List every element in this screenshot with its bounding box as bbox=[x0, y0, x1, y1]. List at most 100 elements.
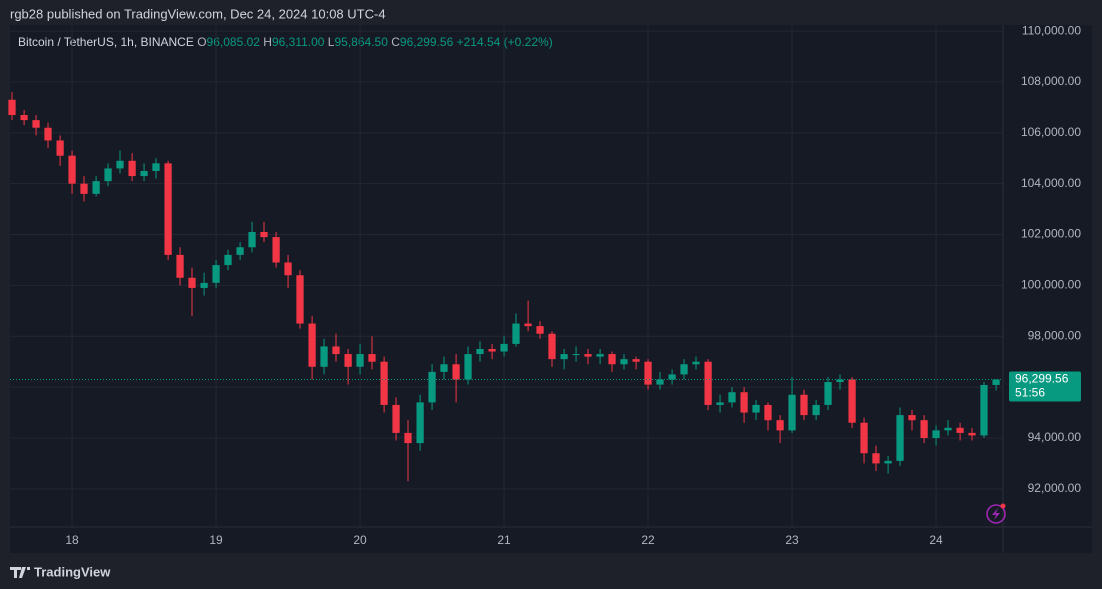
candle-body bbox=[560, 354, 568, 360]
candle-body bbox=[860, 422, 868, 454]
candle-body bbox=[848, 379, 856, 423]
candle-body bbox=[164, 163, 172, 255]
y-tick-label: 94,000.00 bbox=[1028, 430, 1082, 444]
candle-body bbox=[536, 326, 544, 334]
candle-body bbox=[248, 232, 256, 248]
candle-body bbox=[392, 404, 400, 433]
candle-body bbox=[56, 140, 64, 156]
candle-body bbox=[368, 354, 376, 362]
x-tick-label: 20 bbox=[353, 533, 367, 547]
legend-value: 95,864.50 bbox=[334, 35, 388, 49]
candle-body bbox=[92, 181, 100, 194]
x-tick-label: 24 bbox=[929, 533, 943, 547]
candle-body bbox=[920, 420, 928, 438]
candle-body bbox=[104, 168, 112, 182]
candle-body bbox=[944, 427, 952, 431]
candle-body bbox=[908, 415, 916, 421]
candle-body bbox=[956, 427, 964, 433]
candle-body bbox=[668, 374, 676, 380]
candle-body bbox=[260, 232, 268, 238]
candle-body bbox=[680, 364, 688, 375]
candle-body bbox=[20, 115, 28, 121]
candle-body bbox=[512, 323, 520, 344]
candle-body bbox=[152, 163, 160, 171]
candle-body bbox=[548, 333, 556, 360]
candle-body bbox=[716, 402, 724, 405]
candle-body bbox=[224, 254, 232, 266]
x-tick-label: 23 bbox=[785, 533, 799, 547]
candle-body bbox=[812, 404, 820, 416]
candle-body bbox=[284, 262, 292, 276]
candle-body bbox=[584, 354, 592, 357]
candle-body bbox=[464, 354, 472, 380]
symbol: Bitcoin / TetherUS, 1h, BINANCE bbox=[18, 35, 194, 49]
legend-change: +214.54 (+0.22%) bbox=[457, 35, 553, 49]
candle-body bbox=[452, 364, 460, 380]
candle-body bbox=[428, 371, 436, 403]
candle-body bbox=[296, 275, 304, 324]
legend-text: Bitcoin / TetherUS, 1h, BINANCE O96,085.… bbox=[18, 35, 553, 49]
candle-body bbox=[896, 415, 904, 461]
candle-body bbox=[128, 160, 136, 177]
candle-body bbox=[728, 392, 736, 403]
candle-body bbox=[344, 354, 352, 367]
chart-panel bbox=[10, 25, 1092, 553]
candle-body bbox=[488, 348, 496, 352]
candle-body bbox=[608, 354, 616, 365]
candle-body bbox=[656, 379, 664, 385]
candle-body bbox=[32, 120, 40, 128]
candle-body bbox=[776, 420, 784, 431]
y-tick-label: 102,000.00 bbox=[1021, 227, 1081, 241]
legend-key: L bbox=[328, 35, 335, 49]
alert-bolt bbox=[992, 508, 1000, 520]
x-tick-label: 22 bbox=[641, 533, 655, 547]
candle-body bbox=[872, 453, 880, 464]
publisher: rgb28 published on TradingView.com, Dec … bbox=[10, 6, 386, 21]
candle-body bbox=[752, 404, 760, 413]
candle-body bbox=[884, 460, 892, 464]
candle-body bbox=[236, 247, 244, 255]
candle-body bbox=[440, 364, 448, 372]
candle-body bbox=[980, 384, 988, 436]
candle-body bbox=[764, 404, 772, 421]
alert-icon[interactable] bbox=[986, 504, 1006, 524]
candle-body bbox=[44, 127, 52, 141]
candle-body bbox=[320, 346, 328, 367]
candle-body bbox=[932, 430, 940, 438]
candle-body bbox=[404, 432, 412, 444]
y-tick-label: 106,000.00 bbox=[1021, 125, 1081, 139]
legend-key: O bbox=[197, 35, 206, 49]
candle-body bbox=[8, 99, 16, 116]
countdown: 51:56 bbox=[1015, 386, 1045, 400]
candle-body bbox=[272, 237, 280, 263]
candle-body bbox=[596, 354, 604, 357]
y-tick-label: 100,000.00 bbox=[1021, 278, 1081, 292]
candle-body bbox=[188, 277, 196, 288]
candle-body bbox=[704, 361, 712, 405]
candle-body bbox=[632, 359, 640, 362]
candle-body bbox=[788, 394, 796, 431]
x-tick-label: 21 bbox=[497, 533, 511, 547]
candle-body bbox=[524, 323, 532, 327]
candle-body bbox=[644, 361, 652, 385]
candle-body bbox=[824, 382, 832, 405]
candle-body bbox=[140, 170, 148, 177]
last-price-label: 96,299.56 bbox=[1015, 372, 1069, 386]
candle-body bbox=[800, 394, 808, 416]
candle-body bbox=[992, 379, 1000, 385]
brand: TradingView bbox=[34, 564, 111, 579]
brand-logo bbox=[10, 567, 30, 578]
candle-body bbox=[332, 346, 340, 355]
legend: Bitcoin / TetherUS, 1h, BINANCE O96,085.… bbox=[18, 35, 553, 49]
candle-body bbox=[308, 323, 316, 367]
candle-body bbox=[176, 254, 184, 278]
x-tick-label: 19 bbox=[209, 533, 223, 547]
candle-body bbox=[692, 361, 700, 365]
candle-body bbox=[80, 183, 88, 194]
legend-value: 96,311.00 bbox=[272, 35, 325, 49]
plot: 92,000.0094,000.0096,000.0098,000.00100,… bbox=[8, 23, 1081, 547]
candle-body bbox=[68, 155, 76, 184]
candle-body bbox=[740, 392, 748, 413]
y-tick-label: 98,000.00 bbox=[1028, 328, 1082, 342]
